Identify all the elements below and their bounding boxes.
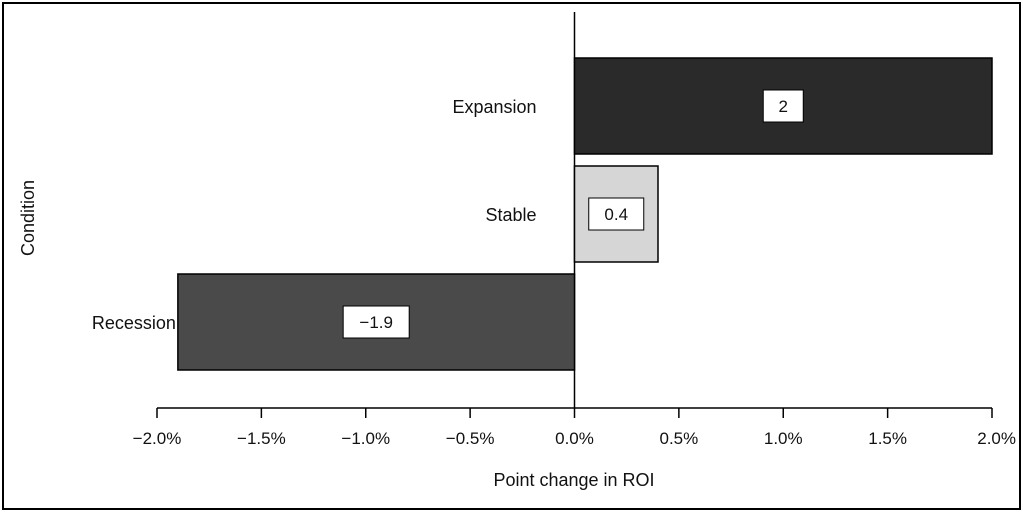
x-axis-label: Point change in ROI: [493, 470, 654, 490]
x-tick-label: 2.0%: [977, 429, 1016, 448]
x-tick-label: −0.5%: [446, 429, 495, 448]
data-label-recession: −1.9: [359, 313, 393, 332]
bars-group: Expansion 2 Stable 0.4 Recession −1.9: [92, 57, 993, 371]
x-tick-label: 0.5%: [660, 429, 699, 448]
data-label-expansion: 2: [779, 97, 788, 116]
category-label-recession: Recession: [92, 313, 176, 333]
category-label-stable: Stable: [485, 205, 536, 225]
category-label-expansion: Expansion: [452, 97, 536, 117]
x-tick-label: −1.5%: [237, 429, 286, 448]
y-axis-label: Condition: [18, 180, 38, 256]
x-tick-label: 0.0%: [555, 429, 594, 448]
x-tick-label: 1.5%: [868, 429, 907, 448]
x-tick-label: 1.0%: [764, 429, 803, 448]
x-tick-label: −2.0%: [133, 429, 182, 448]
x-tick-label: −1.0%: [341, 429, 390, 448]
bar-recession: [177, 273, 576, 371]
data-label-box-expansion: [762, 89, 804, 123]
data-label-stable: 0.4: [604, 205, 628, 224]
chart-border: [2, 2, 1021, 510]
data-label-box-stable: [588, 197, 645, 231]
x-ticks-group: −2.0% −1.5% −1.0% −0.5% 0.0% 0.5% 1.0% 1.5% 2.0%: [133, 408, 1016, 448]
data-label-box-recession: [342, 305, 410, 339]
